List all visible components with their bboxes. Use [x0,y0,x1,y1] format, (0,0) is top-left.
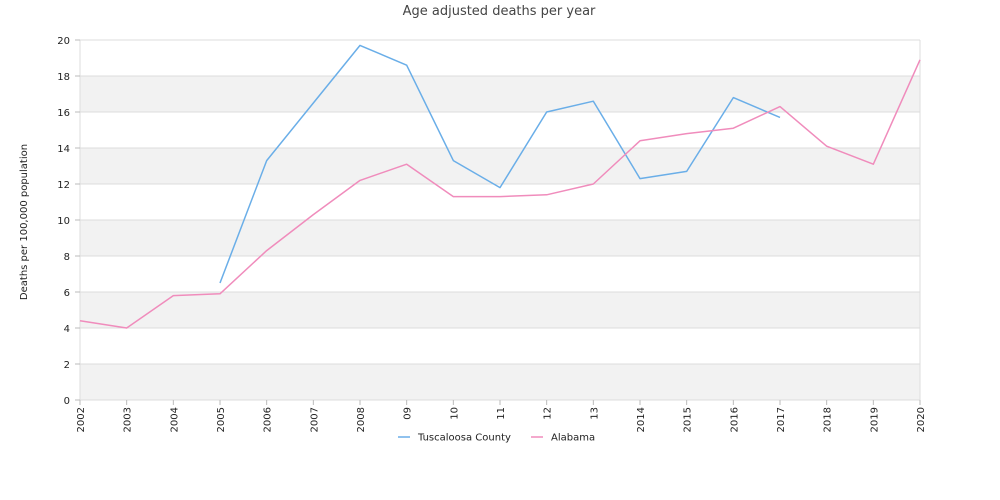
y-tick-label: 0 [64,396,70,407]
series-line-tuscaloosa-county [219,44,781,284]
series-lines [79,44,921,329]
legend: Tuscaloosa County Alabama [398,433,595,444]
plot-band [80,76,920,112]
x-tick-label: 2019 [869,407,880,432]
y-tick-label: 2 [64,360,70,371]
x-tick-label: 12 [543,407,554,420]
x-tick-label: 2007 [309,407,320,432]
x-tick-label: 2008 [356,407,367,432]
legend-label: Tuscaloosa County [417,433,511,444]
gridlines [79,39,921,401]
series-line-alabama [79,59,921,329]
plot-band [80,364,920,400]
y-tick-label: 20 [57,36,70,47]
y-tick-label: 14 [57,144,70,155]
x-tick-label: 2006 [263,407,274,432]
x-axis-ticks: 2002 2003 2004 2005 2006 2007 2008 09 10 11 12 13 20… [76,400,927,432]
plot-band [80,220,920,256]
x-tick-label: 10 [449,407,460,420]
plot-band [80,148,920,184]
x-tick-label: 13 [589,407,600,420]
y-tick-label: 12 [57,180,70,191]
legend-label: Alabama [551,433,595,444]
y-axis-ticks: 0 2 4 6 8 10 12 14 16 18 20 [57,36,80,407]
y-tick-label: 8 [64,252,70,263]
x-tick-label: 2003 [123,407,134,432]
y-tick-label: 10 [57,216,70,227]
y-tick-label: 16 [57,108,70,119]
x-tick-label: 2002 [76,407,87,432]
y-axis-label: Deaths per 100,000 population [19,144,30,300]
y-tick-label: 4 [64,324,70,335]
x-tick-label: 2014 [636,407,647,432]
x-tick-label: 2017 [776,407,787,432]
x-tick-label: 2005 [216,407,227,432]
x-tick-label: 11 [496,407,507,420]
x-tick-label: 2020 [916,407,927,432]
x-tick-label: 2016 [729,407,740,432]
x-tick-label: 2015 [683,407,694,432]
chart-title: Age adjusted deaths per year [403,4,596,19]
x-tick-label: 2018 [823,407,834,432]
y-tick-label: 6 [64,288,70,299]
plot-background-bands [80,76,920,400]
y-tick-label: 18 [57,72,70,83]
plot-band [80,292,920,328]
x-tick-label: 2004 [169,407,180,432]
x-tick-label: 09 [403,407,414,420]
